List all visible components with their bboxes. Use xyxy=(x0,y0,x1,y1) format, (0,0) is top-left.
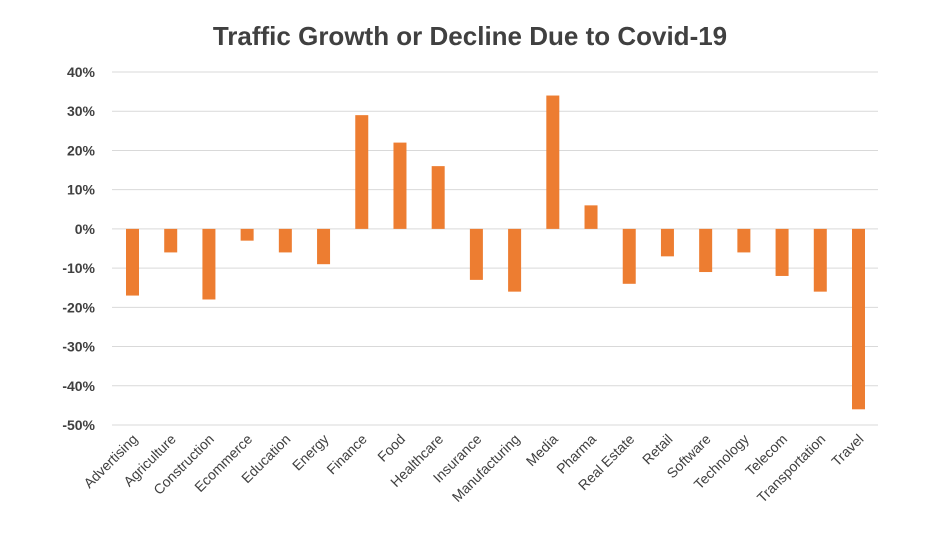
bar-energy xyxy=(317,228,331,265)
y-axis: 40% 30% 20% 10% 0% -10% -20% -30% -40% -50% xyxy=(62,64,95,433)
bar-healthcare xyxy=(431,166,445,229)
bar-telecom xyxy=(775,228,789,276)
y-tick-label: -20% xyxy=(62,299,95,315)
bar-retail xyxy=(660,228,674,257)
bar-pharma xyxy=(584,205,598,229)
bar-construction xyxy=(202,228,216,300)
bar-finance xyxy=(355,115,369,229)
y-tick-label: 10% xyxy=(67,182,96,198)
x-tick-label: Transportation xyxy=(754,431,829,506)
y-tick-label: 20% xyxy=(67,142,96,158)
bar-transportation xyxy=(813,228,827,292)
bar-education xyxy=(278,228,292,253)
x-tick-label: Food xyxy=(374,431,408,465)
x-tick-label: Manufacturing xyxy=(449,431,523,505)
bar-ecommerce xyxy=(240,228,254,241)
y-tick-label: -30% xyxy=(62,339,95,355)
y-tick-label: 30% xyxy=(67,103,96,119)
bars xyxy=(126,95,865,410)
bar-software xyxy=(699,228,713,273)
bar-advertising xyxy=(126,228,139,296)
bar-manufacturing xyxy=(508,228,522,292)
y-tick-label: -50% xyxy=(62,417,95,433)
x-tick-label: Finance xyxy=(323,431,370,478)
bar-real-estate xyxy=(622,228,636,284)
y-tick-label: -40% xyxy=(62,378,95,394)
y-tick-label: 40% xyxy=(67,64,96,80)
bar-technology xyxy=(737,228,751,253)
grid xyxy=(112,71,878,426)
bar-insurance xyxy=(469,228,483,280)
bar-media xyxy=(546,95,560,229)
y-tick-label: -10% xyxy=(62,260,95,276)
x-tick-label: Travel xyxy=(828,431,866,469)
bar-agriculture xyxy=(164,228,178,253)
x-axis: AdvertisingAgricultureConstructionEcomme… xyxy=(80,431,866,506)
bar-travel xyxy=(852,228,865,410)
y-tick-label: 0% xyxy=(75,221,96,237)
bar-food xyxy=(393,142,407,229)
chart-title: Traffic Growth or Decline Due to Covid-1… xyxy=(213,21,727,51)
